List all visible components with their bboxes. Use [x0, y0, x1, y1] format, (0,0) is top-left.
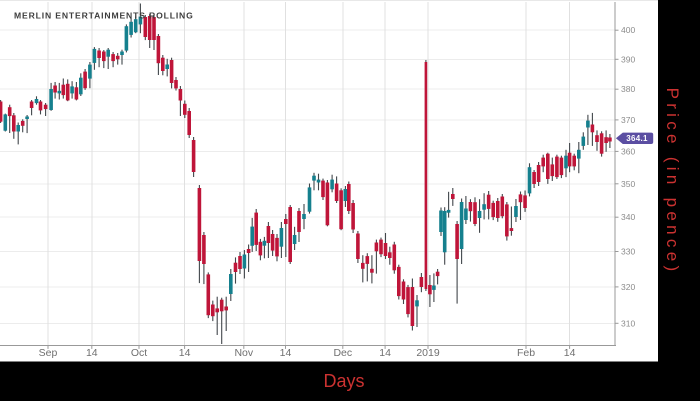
svg-text:14: 14 — [179, 347, 191, 359]
svg-text:Feb: Feb — [517, 347, 535, 359]
svg-text:350: 350 — [621, 179, 635, 189]
svg-text:310: 310 — [621, 318, 635, 328]
svg-text:364.1: 364.1 — [626, 134, 648, 143]
svg-text:360: 360 — [621, 146, 635, 156]
svg-text:Days: Days — [323, 371, 364, 391]
svg-text:320: 320 — [621, 282, 635, 292]
svg-text:Price (in pence): Price (in pence) — [663, 88, 682, 276]
svg-text:Nov: Nov — [234, 347, 253, 359]
svg-text:330: 330 — [621, 247, 635, 257]
svg-text:2019: 2019 — [416, 347, 440, 359]
svg-text:Oct: Oct — [131, 347, 147, 359]
svg-text:390: 390 — [621, 54, 635, 64]
svg-text:14: 14 — [86, 347, 98, 359]
svg-text:400: 400 — [621, 25, 635, 35]
svg-text:14: 14 — [280, 347, 292, 359]
svg-text:14: 14 — [379, 347, 391, 359]
svg-text:Sep: Sep — [39, 347, 58, 359]
svg-text:340: 340 — [621, 212, 635, 222]
svg-text:MERLIN ENTERTAINMENTS ROLLING: MERLIN ENTERTAINMENTS ROLLING — [14, 11, 194, 21]
svg-text:14: 14 — [564, 347, 576, 359]
svg-text:370: 370 — [621, 115, 635, 125]
svg-text:380: 380 — [621, 84, 635, 94]
svg-text:Dec: Dec — [333, 347, 352, 359]
